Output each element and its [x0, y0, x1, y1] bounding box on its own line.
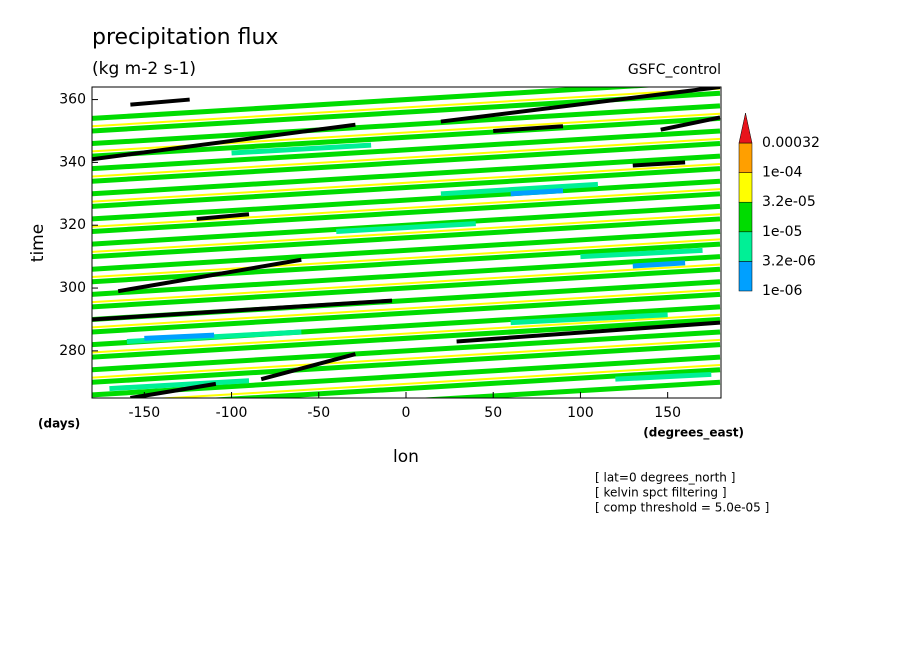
chart-subtitle: (kg m-2 s-1): [92, 59, 196, 79]
streak: [92, 298, 393, 322]
colorbar-box: [738, 142, 753, 173]
streak: [92, 241, 721, 285]
run-label: GSFC_control: [628, 62, 721, 78]
streak: [92, 291, 721, 335]
streak: [92, 162, 721, 203]
streak: [92, 137, 721, 178]
streak: [196, 212, 250, 221]
annotation: [ kelvin spct filtering ]: [595, 486, 727, 500]
streak: [92, 166, 721, 209]
x-tick-label: -50: [307, 405, 330, 421]
y-tick-label: 300: [59, 280, 86, 296]
streak: [632, 260, 686, 269]
streak: [92, 141, 721, 184]
x-tick-label: 150: [654, 405, 681, 421]
streak: [207, 367, 721, 398]
streak: [153, 364, 721, 398]
streak: [92, 254, 721, 297]
streak: [92, 288, 721, 329]
streak: [92, 188, 721, 228]
y-tick-label: 320: [59, 217, 86, 233]
streak: [92, 191, 721, 235]
streak: [92, 263, 721, 304]
streak: [615, 371, 712, 382]
x-unit: (degrees_east): [643, 426, 744, 441]
streak: [92, 153, 721, 197]
y-tick-label: 280: [59, 343, 86, 359]
streak: [92, 238, 721, 279]
streak: [92, 229, 721, 272]
chart-title: precipitation flux: [92, 25, 278, 50]
streak: [109, 378, 250, 392]
streak: [632, 160, 686, 168]
streak: [493, 124, 564, 133]
streak: [92, 329, 721, 373]
y-axis-label: time: [28, 224, 48, 262]
colorbar-label: 3.2e-06: [762, 253, 816, 269]
x-tick-label: 0: [402, 405, 411, 421]
colorbar-box: [738, 231, 753, 262]
streak: [92, 115, 721, 159]
streak: [580, 247, 703, 260]
colorbar-label: 1e-04: [762, 165, 802, 181]
streak: [92, 103, 721, 147]
streak: [92, 216, 721, 260]
streak: [660, 115, 721, 132]
streak: [456, 320, 721, 344]
colorbar-box: [738, 201, 753, 233]
streak: [92, 87, 721, 128]
x-axis-label: lon: [393, 447, 419, 467]
streak: [92, 342, 721, 385]
colorbar-box: [738, 261, 753, 292]
streak: [92, 128, 721, 172]
colorbar-extend: [738, 112, 753, 144]
plot-area: [92, 87, 721, 398]
colorbar-label: 0.00032: [762, 135, 820, 151]
streak: [144, 332, 215, 341]
colorbar-label: 3.2e-05: [762, 194, 816, 210]
x-tick-label: 50: [484, 405, 502, 421]
streak: [92, 316, 721, 360]
streak: [92, 178, 721, 222]
x-tick-label: 100: [567, 405, 594, 421]
streak: [92, 122, 356, 162]
streak: [440, 181, 599, 197]
streak: [130, 97, 190, 107]
streak: [92, 87, 658, 121]
annotation: [ comp threshold = 5.0e-05 ]: [595, 501, 769, 515]
streak: [231, 142, 372, 156]
streak: [510, 188, 564, 197]
streak: [510, 312, 668, 326]
x-tick-label: -100: [216, 405, 248, 421]
streak: [92, 338, 721, 379]
y-unit: (days): [38, 417, 80, 431]
colorbar-label: 1e-06: [762, 283, 802, 299]
colorbar-label: 1e-05: [762, 224, 802, 240]
streak: [416, 379, 721, 398]
streak: [92, 213, 721, 253]
y-tick-label: 360: [59, 92, 86, 108]
streak: [336, 221, 476, 235]
x-tick-label: -150: [128, 405, 160, 421]
colorbar-box: [738, 172, 753, 203]
annotation: [ lat=0 degrees_north ]: [595, 471, 735, 485]
streak: [440, 87, 721, 124]
streak: [260, 352, 356, 382]
streak: [117, 257, 302, 294]
streak: [92, 313, 721, 354]
y-tick-label: 340: [59, 154, 86, 170]
streak: [92, 266, 721, 310]
